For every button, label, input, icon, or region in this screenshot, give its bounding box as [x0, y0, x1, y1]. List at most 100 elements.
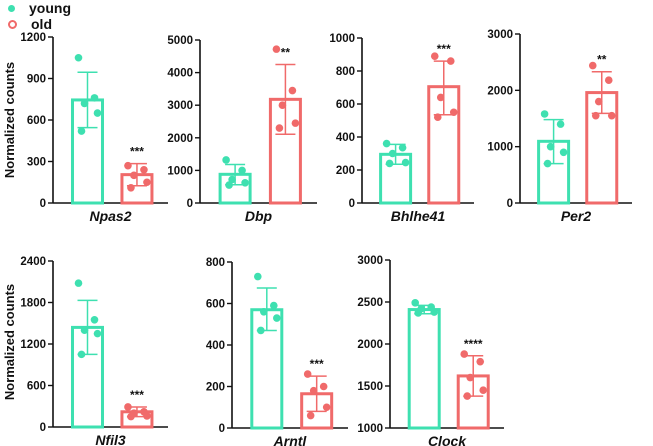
data-point-old: [430, 52, 439, 60]
data-point-old: [278, 101, 287, 109]
y-tick-label: 1800: [20, 298, 46, 310]
data-point-young: [228, 175, 236, 184]
data-point-old: [433, 113, 442, 121]
y-tick-label: 900: [27, 74, 46, 86]
data-point-old: [124, 403, 132, 411]
panel-per2: 0 1000 2000 3000 ** Per2: [487, 29, 632, 224]
y-tick-label: 300: [27, 157, 46, 169]
y-tick-label: 3000: [357, 255, 383, 267]
panel-clock: 1000 1500 2000 2500 3000 **** Clock: [357, 255, 504, 446]
data-point-old: [140, 166, 148, 174]
significance-marker: ***: [310, 357, 324, 371]
data-point-old: [288, 86, 297, 95]
y-tick-label: 600: [27, 381, 46, 393]
legend-item-old: old: [8, 16, 71, 32]
data-point-young: [241, 178, 249, 187]
y-tick-label: 3000: [167, 100, 193, 112]
data-point-old: [476, 357, 485, 366]
data-point-young: [253, 272, 262, 281]
data-point-young: [546, 142, 555, 151]
y-tick-label: 0: [219, 423, 225, 435]
y-tick-label: 1000: [357, 423, 383, 435]
data-point-old: [604, 76, 613, 84]
y-tick-label: 1000: [167, 165, 193, 177]
data-point-young: [74, 53, 83, 62]
gene-label: Bhlhe41: [391, 208, 446, 224]
y-tick-label: 1000: [487, 142, 513, 154]
legend-item-young: young: [8, 0, 71, 16]
y-tick-label: 0: [349, 198, 355, 210]
y-tick-label: 400: [336, 132, 355, 144]
data-point-young: [80, 99, 89, 108]
gene-label: Clock: [428, 433, 467, 446]
data-point-young: [414, 309, 423, 317]
data-point-young: [238, 166, 246, 175]
data-point-young: [93, 329, 102, 338]
y-tick-label: 0: [187, 198, 193, 210]
panels: 03006009001200***Npas2010002000300040005…: [20, 29, 632, 446]
legend-label-old: old: [31, 16, 52, 32]
y-tick-label: 800: [336, 66, 355, 78]
legend-marker-old: [8, 19, 17, 29]
data-point-old: [449, 108, 458, 117]
legend-marker-young: [8, 4, 15, 12]
gene-label: Dbp: [245, 208, 273, 224]
y-tick-label: 600: [206, 299, 225, 311]
ylabel-bottom: Normalized counts: [2, 284, 17, 400]
data-point-young: [385, 159, 394, 168]
data-point-old: [124, 161, 132, 170]
y-tick-label: 1200: [20, 339, 46, 351]
significance-marker: ****: [464, 337, 483, 351]
data-point-old: [275, 124, 284, 132]
data-point-old: [460, 350, 469, 358]
significance-marker: ***: [437, 42, 451, 56]
ylabel-top: Normalized counts: [2, 62, 17, 178]
y-tick-label: 0: [40, 422, 46, 434]
data-point-old: [588, 61, 597, 70]
data-point-young: [398, 143, 407, 152]
data-point-young: [80, 326, 89, 334]
data-point-old: [143, 412, 151, 420]
data-point-old: [309, 386, 318, 395]
y-tick-label: 200: [206, 382, 225, 394]
data-point-young: [270, 301, 278, 310]
panel-arntl: 0 200 400 600 800 *** Arntl: [206, 257, 348, 446]
data-point-young: [93, 109, 102, 117]
gene-label: Per2: [561, 208, 592, 224]
gene-label: Npas2: [89, 208, 131, 224]
data-point-young: [222, 156, 230, 164]
data-point-old: [291, 119, 300, 127]
data-point-old: [303, 370, 312, 378]
significance-marker: ***: [130, 388, 144, 402]
gene-label: Nfil3: [95, 432, 126, 446]
data-point-old: [322, 403, 331, 412]
data-point-young: [90, 315, 99, 324]
y-tick-label: 1200: [20, 32, 46, 44]
legend-label-young: young: [29, 0, 71, 16]
significance-marker: **: [281, 45, 291, 59]
data-point-old: [446, 57, 455, 65]
significance-marker: **: [597, 53, 607, 67]
data-point-old: [319, 382, 328, 391]
y-tick-label: 1000: [329, 33, 355, 45]
y-tick-label: 2000: [357, 339, 383, 351]
data-point-young: [556, 120, 565, 128]
data-point-young: [430, 308, 439, 316]
data-point-young: [543, 159, 552, 168]
data-point-young: [401, 158, 410, 167]
y-tick-label: 2500: [357, 297, 383, 309]
y-tick-label: 3000: [487, 29, 513, 41]
data-point-young: [388, 149, 397, 158]
bar-young: [407, 308, 441, 430]
data-point-old: [272, 45, 281, 53]
data-point-young: [90, 94, 99, 102]
y-tick-label: 200: [336, 165, 355, 177]
data-point-young: [257, 326, 265, 335]
y-tick-label: 5000: [167, 35, 193, 47]
data-point-young: [74, 279, 83, 287]
data-point-young: [540, 110, 549, 118]
data-point-young: [273, 314, 281, 322]
legend: young old: [8, 0, 71, 32]
gene-label: Arntl: [273, 433, 308, 446]
data-point-young: [411, 299, 420, 307]
